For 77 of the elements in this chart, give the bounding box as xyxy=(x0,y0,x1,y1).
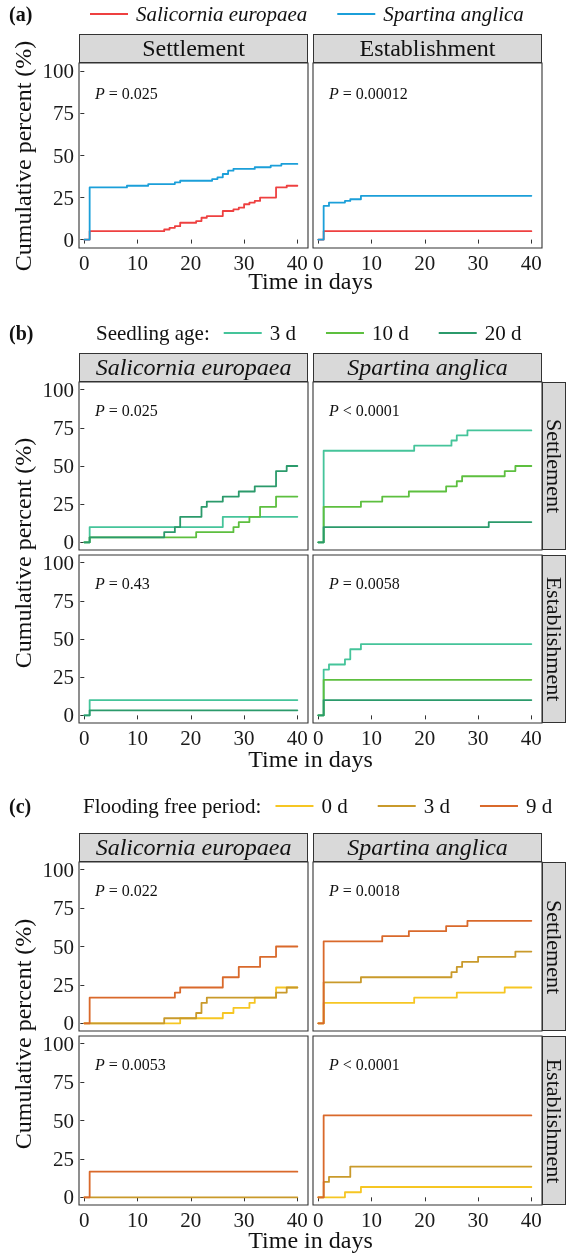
x-tick-label: 0 xyxy=(313,250,324,275)
x-tick-label: 0 xyxy=(79,250,90,275)
x-tick-label: 30 xyxy=(467,1207,489,1232)
legend-label: 10 d xyxy=(371,321,410,345)
y-tick-label: 50 xyxy=(53,934,74,959)
y-tick-label: 50 xyxy=(53,1108,74,1133)
y-tick-label: 75 xyxy=(53,588,74,613)
y-tick-label: 25 xyxy=(53,665,74,690)
annotation: P = 0.022 xyxy=(95,881,158,900)
text: (c) xyxy=(9,794,32,818)
y-tick-label: 100 xyxy=(42,59,74,84)
y-tick-label: 100 xyxy=(42,857,74,882)
y-axis-title: Cumulative percent (%) xyxy=(10,918,38,1149)
x-tick-label: 40 xyxy=(520,725,542,750)
chart-title: Spartina anglica xyxy=(347,353,508,382)
annotation: P = 0.43 xyxy=(95,574,150,593)
y-tick-label: 50 xyxy=(53,627,74,651)
y-tick-label: 50 xyxy=(53,454,74,478)
y-tick-label: 0 xyxy=(63,703,74,728)
x-tick-label: 10 xyxy=(127,1207,149,1232)
annotation: P = 0.0053 xyxy=(95,1055,166,1074)
x-tick-label: 20 xyxy=(414,250,436,275)
legend-label: 20 d xyxy=(484,321,522,345)
y-tick-label: 75 xyxy=(53,1070,74,1095)
x-tick-label: 0 xyxy=(79,1207,90,1232)
y-tick-label: 0 xyxy=(63,1185,74,1210)
x-tick-label: 30 xyxy=(233,250,255,275)
y-tick-label: 100 xyxy=(42,377,74,402)
chart-title: Establishment xyxy=(359,34,496,63)
x-tick-label: 20 xyxy=(414,1207,436,1232)
y-tick-label: 50 xyxy=(53,143,74,168)
x-tick-label: 10 xyxy=(127,725,149,750)
x-tick-label: 0 xyxy=(79,725,90,750)
y-tick-label: 75 xyxy=(53,896,74,921)
annotation: P = 0.0018 xyxy=(329,881,400,900)
y2-axis-title: Settlement xyxy=(541,418,567,514)
legend-label: Salicornia europaea xyxy=(136,2,308,26)
y-tick-label: 75 xyxy=(53,101,74,126)
x-tick-label: 20 xyxy=(180,1207,202,1232)
y2-axis-title: Establishment xyxy=(541,576,567,702)
text: (a) xyxy=(9,2,33,26)
annotation: P = 0.0058 xyxy=(329,574,400,593)
y2-axis-title: Establishment xyxy=(541,1058,567,1183)
x-tick-label: 10 xyxy=(361,250,383,275)
legend-label: 9 d xyxy=(525,794,553,818)
y-tick-label: 25 xyxy=(53,492,74,517)
x-tick-label: 40 xyxy=(286,250,308,275)
x-tick-label: 10 xyxy=(127,250,149,275)
chart-title: Spartina anglica xyxy=(347,833,508,862)
legend-label: 3 d xyxy=(269,321,297,345)
x-tick-label: 20 xyxy=(414,725,436,750)
legend-title: Flooding free period: xyxy=(83,793,262,819)
annotation: P < 0.0001 xyxy=(329,1055,400,1074)
annotation: P = 0.025 xyxy=(95,401,158,420)
x-tick-label: 40 xyxy=(520,250,542,275)
x-tick-label: 20 xyxy=(180,725,202,750)
y-tick-label: 0 xyxy=(63,227,74,252)
chart-title: Settlement xyxy=(142,34,245,63)
x-tick-label: 40 xyxy=(520,1207,542,1232)
legend-label: 0 d xyxy=(321,794,349,818)
y-tick-label: 25 xyxy=(53,972,74,997)
annotation: P < 0.0001 xyxy=(329,401,400,420)
y-tick-label: 25 xyxy=(53,1146,74,1171)
x-tick-label: 30 xyxy=(467,250,489,275)
y2-axis-title: Settlement xyxy=(541,899,567,994)
x-tick-label: 20 xyxy=(180,250,202,275)
annotation: P = 0.025 xyxy=(95,85,158,104)
annotation: P = 0.00012 xyxy=(329,85,408,104)
legend-label: Spartina anglica xyxy=(383,2,524,26)
legend-label: 3 d xyxy=(423,794,451,818)
y-axis-title: Cumulative percent (%) xyxy=(10,437,38,668)
y-axis-title: Cumulative percent (%) xyxy=(10,40,38,271)
text: (b) xyxy=(9,321,34,345)
y-tick-label: 75 xyxy=(53,415,74,440)
y-tick-label: 25 xyxy=(53,185,74,210)
x-tick-label: 30 xyxy=(467,725,489,750)
legend-title: Seedling age: xyxy=(96,320,210,346)
